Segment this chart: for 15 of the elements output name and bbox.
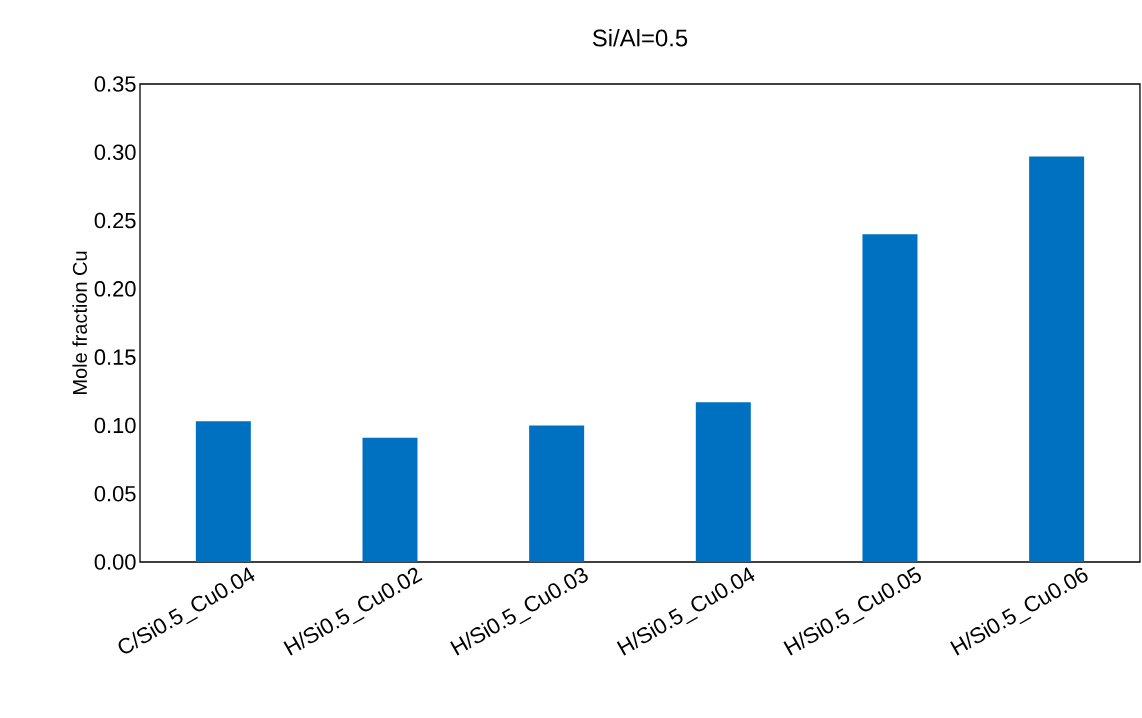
bar bbox=[1029, 156, 1085, 562]
chart-title: Si/Al=0.5 bbox=[592, 28, 688, 47]
y-tick-label: 0.05 bbox=[94, 485, 136, 502]
bar bbox=[195, 421, 251, 562]
bar bbox=[862, 234, 918, 562]
y-tick-label: 0.20 bbox=[94, 281, 136, 297]
bar bbox=[695, 402, 751, 562]
bar bbox=[362, 437, 418, 562]
y-tick-label: 0.30 bbox=[94, 144, 136, 161]
y-axis-title: Mole fraction Cu bbox=[72, 251, 87, 394]
bar bbox=[529, 425, 585, 562]
y-tick-label: 0.35 bbox=[94, 76, 136, 92]
y-tick-label: 0.25 bbox=[94, 212, 136, 229]
y-tick-label: 0.15 bbox=[94, 349, 136, 365]
y-tick-label: 0.10 bbox=[94, 417, 136, 434]
